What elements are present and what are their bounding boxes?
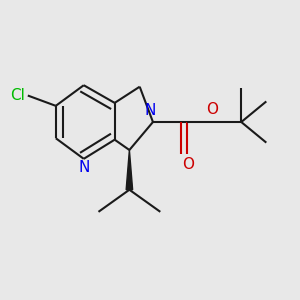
Text: N: N [78,160,89,175]
Text: N: N [144,103,156,118]
Text: Cl: Cl [10,88,25,103]
Text: O: O [206,102,218,117]
Text: O: O [182,158,194,172]
Polygon shape [126,150,133,190]
